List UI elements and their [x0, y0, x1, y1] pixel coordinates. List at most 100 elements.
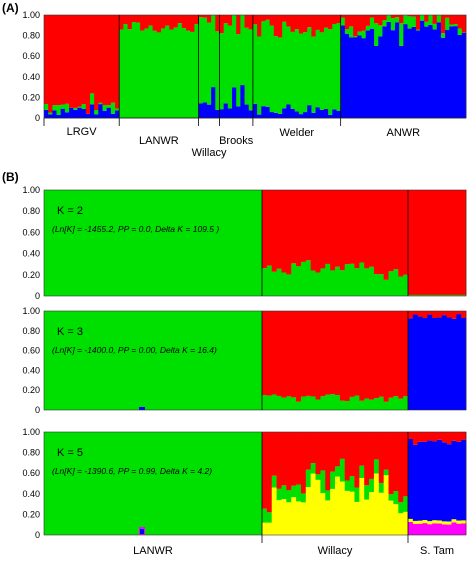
bar-segment — [362, 31, 367, 38]
bar-segment — [301, 397, 306, 410]
bar-segment — [427, 521, 432, 524]
bar-segment — [240, 85, 245, 118]
bar-segment — [306, 311, 311, 396]
bar-segment — [353, 36, 358, 37]
bar-segment — [128, 15, 133, 29]
bar-segment — [199, 103, 204, 118]
bar-segment — [267, 396, 272, 410]
bar-segment — [61, 105, 66, 109]
bar-segment — [335, 466, 340, 476]
bar-segment — [461, 190, 466, 295]
bar-segment — [98, 15, 103, 103]
bar-segment — [169, 30, 174, 118]
bar-segment — [447, 521, 452, 524]
bar-segment — [354, 311, 359, 395]
bar-segment — [286, 432, 291, 490]
bar-segment — [428, 15, 433, 25]
bar-segment — [286, 104, 291, 118]
bar-segment — [128, 29, 133, 118]
bar-segment — [456, 524, 461, 535]
bar-segment — [453, 24, 458, 26]
bar-segment — [272, 311, 277, 394]
bar-segment — [316, 474, 321, 480]
group-label-stam: S. Tam — [420, 545, 454, 557]
bar-segment — [148, 15, 153, 25]
bar-segment — [274, 15, 279, 36]
bar-segment — [416, 31, 421, 118]
bar-segment — [316, 311, 321, 400]
bar-segment — [384, 190, 389, 280]
bar-segment — [286, 26, 291, 104]
bar-segment — [461, 440, 466, 521]
bar-segment — [316, 400, 321, 410]
bar-segment — [224, 15, 229, 23]
bar-segment — [253, 15, 258, 24]
y-axis-b3: 00.200.400.600.801.00 — [22, 427, 40, 540]
bar-segment — [203, 15, 208, 18]
bar-segment — [267, 266, 272, 296]
bar-segment — [107, 15, 112, 105]
bar-segment — [391, 30, 396, 118]
bar-segment — [456, 190, 461, 295]
bar-segment — [384, 311, 389, 402]
bar-segment — [453, 26, 458, 118]
bar-segment — [374, 23, 379, 46]
bar-segment — [354, 432, 359, 488]
bar-segment — [182, 15, 187, 28]
bar-segment — [445, 30, 450, 118]
bar-segment — [186, 15, 191, 31]
bar-segment — [369, 190, 374, 267]
bar-segment — [73, 110, 78, 118]
bar-segment — [345, 264, 350, 296]
bar-segment — [281, 190, 286, 273]
bar-segment — [418, 190, 423, 295]
y-tick-label: 0.60 — [22, 346, 40, 356]
bar-segment — [382, 15, 387, 20]
bar-segment — [94, 15, 99, 110]
bar-segment — [364, 500, 369, 535]
bar-segment — [364, 311, 369, 399]
bar-segment — [90, 15, 95, 93]
bar-segment — [296, 266, 301, 296]
bar-segment — [320, 15, 325, 32]
panel-a-label: (A) — [2, 1, 19, 15]
bar-segment — [332, 109, 337, 118]
y-tick-label: 1.00 — [22, 10, 40, 20]
bar-segment — [281, 499, 286, 535]
bar-segment — [311, 270, 316, 296]
bar-segment — [370, 15, 375, 17]
y-tick-label: 0.60 — [22, 468, 40, 478]
bar-segment — [272, 394, 277, 410]
bar-segment — [408, 318, 413, 410]
bar-segment — [272, 190, 277, 272]
bar-segment — [253, 24, 258, 103]
bar-segment — [341, 15, 346, 17]
bar-segment — [369, 311, 374, 400]
bar-segment — [301, 432, 306, 493]
bar-segment — [291, 432, 296, 486]
bar-segment — [136, 23, 141, 118]
bar-segment — [325, 395, 330, 410]
bar-segment — [379, 311, 384, 397]
bar-segment — [277, 190, 282, 269]
bar-segment — [433, 24, 438, 29]
bar-segment — [286, 396, 291, 410]
y-tick-label: 0.20 — [22, 270, 40, 280]
bar-segment — [325, 500, 330, 535]
bar-segment — [340, 311, 345, 401]
bar-segment — [442, 442, 447, 521]
bar-segment — [393, 432, 398, 491]
bar-segment — [359, 263, 364, 296]
bar-segment — [270, 112, 275, 118]
bar-segment — [303, 15, 308, 32]
bar-segment — [316, 432, 321, 474]
bar-segment — [211, 15, 216, 87]
bar-segment — [90, 104, 95, 118]
y-tick-label: 1.00 — [22, 185, 40, 195]
bar-segment — [320, 190, 325, 268]
bar-segment — [456, 442, 461, 521]
bar-segment — [69, 15, 74, 108]
bar-segment — [437, 311, 442, 317]
bar-segment — [364, 432, 369, 485]
bar-segment — [437, 317, 442, 410]
